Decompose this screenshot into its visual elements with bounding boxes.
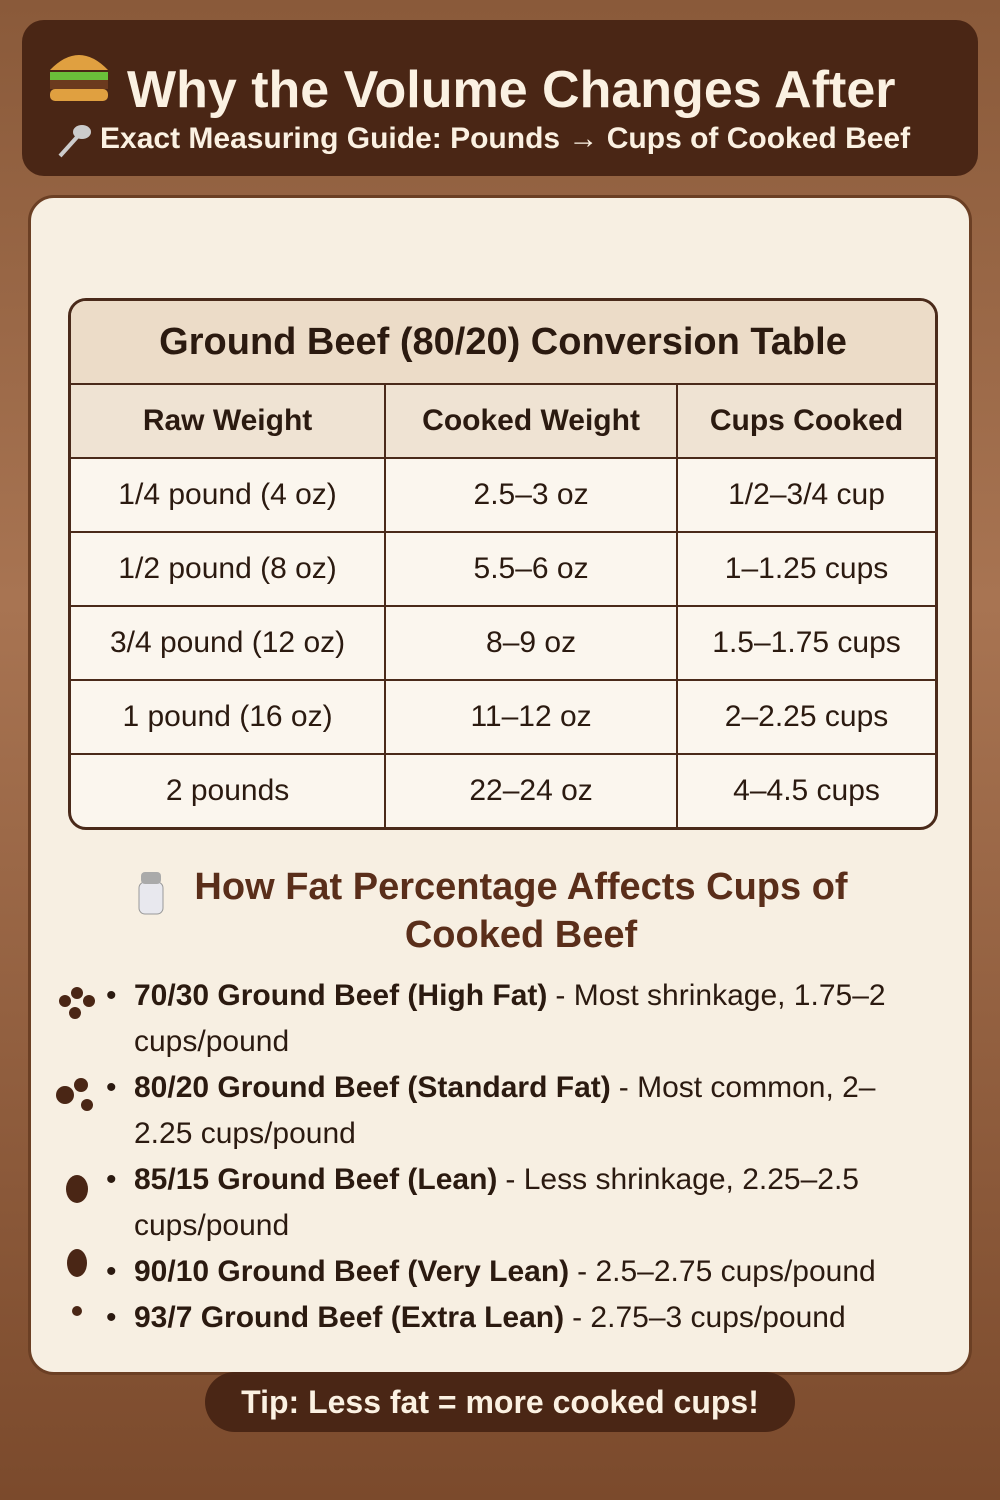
drop-icons [56,987,95,1316]
fat-item: 70/30 Ground Beef (High Fat)- Most shrin… [106,973,926,1065]
header: Why the Volume Changes After Exact Measu… [22,20,978,176]
fat-text: - Less shrinkage, 2.25–2.5 cups/pound [134,1163,859,1242]
section-heading: How Fat Percentage Affects Cups of Cooke… [194,866,848,956]
fat-item: 80/20 Ground Beef (Standard Fat)- Most c… [106,1065,926,1157]
table-title: Ground Beef (80/20) Conversion Table [71,301,935,385]
table-cell: 1.5–1.75 cups [678,607,935,681]
table-row: 1 pound (16 oz) 11–12 oz 2–2.25 cups [71,681,935,755]
fat-text: - Most common, 2–2.25 cups/pound [134,1071,876,1150]
fat-label: 85/15 Ground Beef (Lean) [134,1163,498,1196]
table-cell: 1/2 pound (8 oz) [71,533,387,607]
table-cell: 1 pound (16 oz) [71,681,387,755]
salt-icon [138,872,164,915]
table-cell: 2 pounds [71,755,387,827]
table-cell: 1/2–3/4 cup [678,459,935,533]
table-cell: 11–12 oz [386,681,679,755]
column-header: Cooked Weight [386,385,679,459]
fat-text: - Most shrinkage, 1.75–2 cups/pound [134,979,886,1058]
fat-text: - 2.75–3 cups/pound [572,1301,846,1334]
table-row: 2 pounds 22–24 oz 4–4.5 cups [71,755,935,827]
table-cell: 22–24 oz [386,755,679,827]
table-cell: 5.5–6 oz [386,533,679,607]
fat-list: 70/30 Ground Beef (High Fat)- Most shrin… [106,973,926,1341]
fat-item: 90/10 Ground Beef (Very Lean)- 2.5–2.75 … [106,1249,926,1295]
header-row: Raw Weight Cooked Weight Cups Cooked [71,385,935,459]
spoon-icon [58,125,91,158]
title: Why the Volume Changes After [127,61,896,119]
table-cell: 2–2.25 cups [678,681,935,755]
fat-item: 93/7 Ground Beef (Extra Lean)- 2.75–3 cu… [106,1295,926,1341]
burger-icon [50,55,108,101]
title-row: Ground Beef (80/20) Conversion Table [71,301,935,385]
table-row: 1/2 pound (8 oz) 5.5–6 oz 1–1.25 cups [71,533,935,607]
table-row: 1/4 pound (4 oz) 2.5–3 oz 1/2–3/4 cup [71,459,935,533]
fat-label: 93/7 Ground Beef (Extra Lean) [134,1301,565,1334]
table-cell: 1–1.25 cups [678,533,935,607]
table-cell: 8–9 oz [386,607,679,681]
card: Ground Beef (80/20) Conversion Table Raw … [28,195,972,1375]
fat-item: 85/15 Ground Beef (Lean)- Less shrinkage… [106,1157,926,1249]
table-cell: 4–4.5 cups [733,774,880,807]
conversion-table: Ground Beef (80/20) Conversion Table Raw … [68,298,938,830]
table-cell: 1/4 pound (4 oz) [71,459,387,533]
table-row: 3/4 pound (12 oz) 8–9 oz 1.5–1.75 cups [71,607,935,681]
subtitle: Exact Measuring Guide: Pounds → Cups of … [100,122,911,155]
column-header: Cups Cooked [678,385,935,459]
table-cell: 3/4 pound (12 oz) [71,607,387,681]
table-cell: 2.5–3 oz [386,459,679,533]
fat-label: 70/30 Ground Beef (High Fat) [134,979,548,1012]
column-header: Raw Weight [71,385,387,459]
fat-text: - 2.5–2.75 cups/pound [577,1255,876,1288]
fat-label: 90/10 Ground Beef (Very Lean) [134,1255,570,1288]
tip: Tip: Less fat = more cooked cups! [205,1372,795,1432]
fat-label: 80/20 Ground Beef (Standard Fat) [134,1071,611,1104]
